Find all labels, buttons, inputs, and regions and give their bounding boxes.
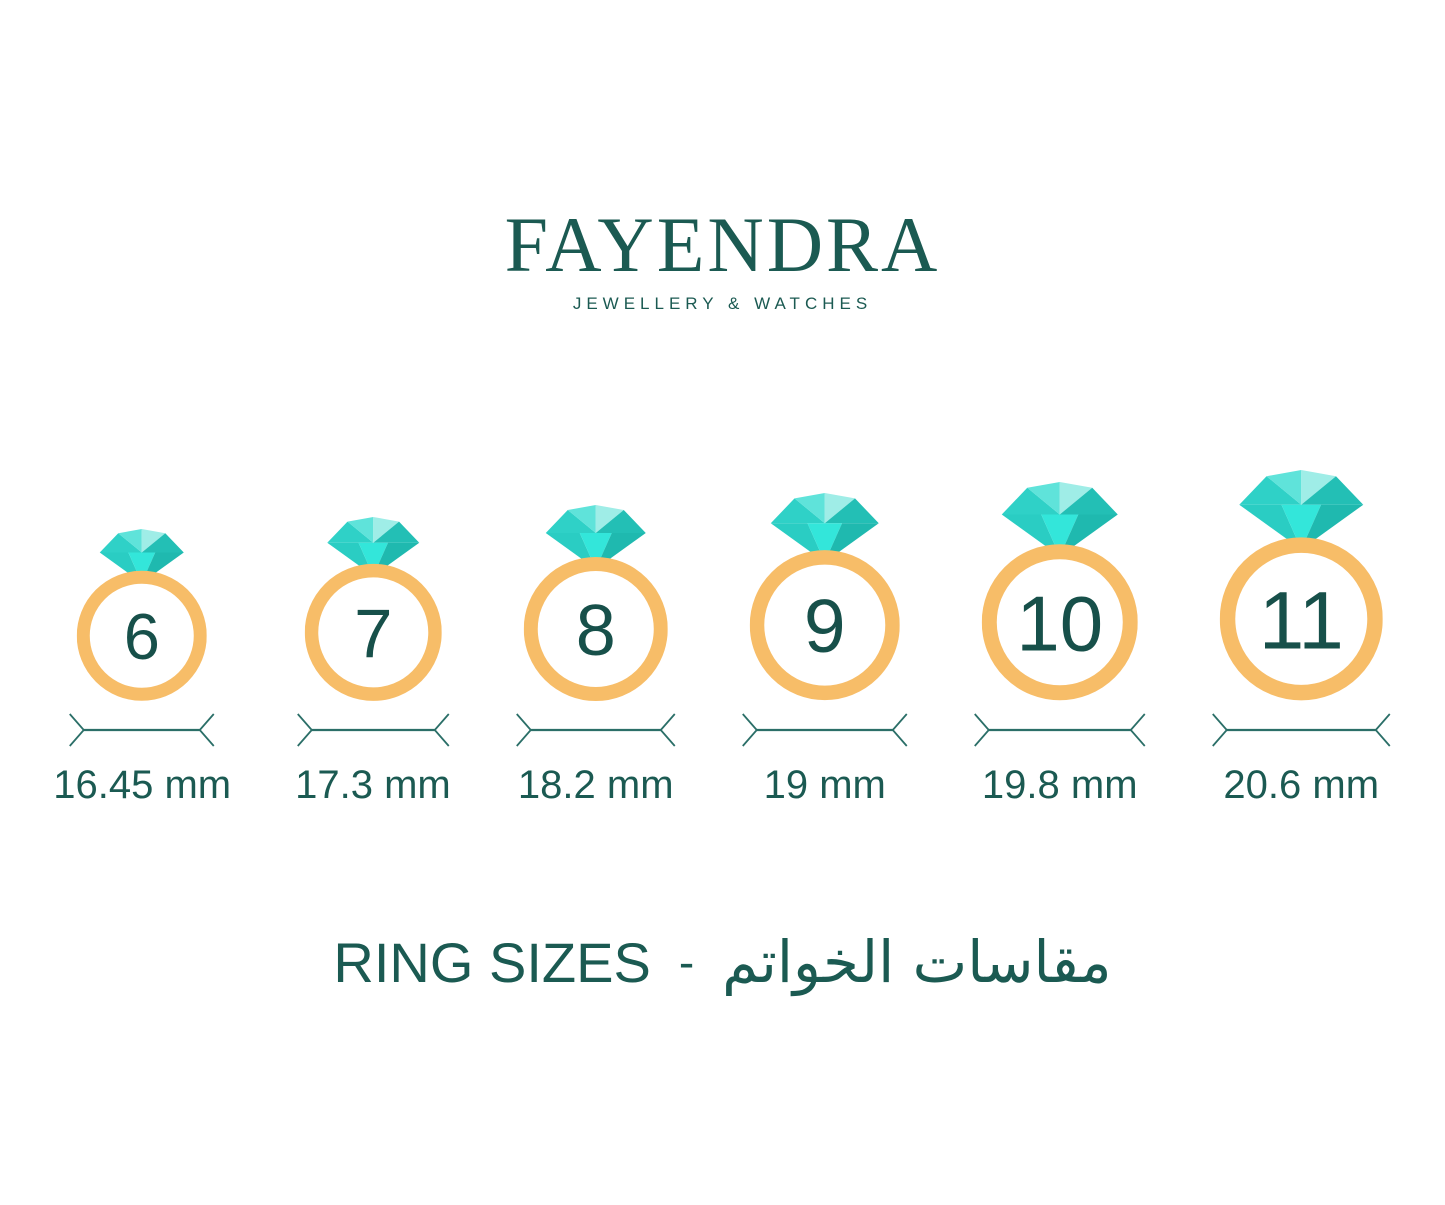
ring-item: 7 17.3 mm: [295, 517, 451, 809]
brand-tagline: JEWELLERY & WATCHES: [572, 294, 873, 313]
rings-row: 6 16.45 mm 7 17.3: [53, 470, 1391, 809]
ring-band: [304, 563, 442, 701]
diameter-dimension-line: [1212, 713, 1391, 747]
diameter-label: 16.45 mm: [53, 763, 232, 807]
ring-graphic: 11: [1219, 470, 1383, 701]
gem-icon: [326, 517, 419, 576]
diameter-label: 19.8 mm: [981, 763, 1138, 807]
diameter-label: 20.6 mm: [1223, 763, 1380, 807]
diameter-label: 19 mm: [763, 763, 886, 807]
ring-graphic: 8: [523, 505, 668, 701]
ring-band: [981, 544, 1138, 701]
brand-logo-text: FAYENDRA: [504, 201, 941, 288]
chart-title-en: RING SIZES: [333, 930, 651, 994]
ring-item: 10 19.8 mm: [973, 482, 1147, 809]
ring-item: 11 20.6 mm: [1211, 470, 1392, 809]
ring-item: 9 19 mm: [741, 493, 909, 809]
ring-item: 6 16.45 mm: [53, 529, 231, 809]
diameter-dimension-line: [974, 713, 1146, 747]
chart-title-ar: مقاسات الخواتم: [722, 928, 1112, 996]
ring-band: [749, 550, 900, 701]
ring-size-number: 6: [124, 600, 160, 673]
chart-title: RING SIZES - مقاسات الخواتم: [0, 928, 1445, 996]
ring-graphic: 7: [304, 517, 442, 701]
ring-item: 8 18.2 mm: [515, 505, 677, 809]
diameter-dimension-line: [742, 713, 908, 747]
ring-size-number: 9: [804, 584, 846, 668]
ring-graphic: 9: [749, 493, 900, 701]
diameter-dimension-line: [296, 713, 450, 747]
ring-graphic: 10: [981, 482, 1138, 701]
ring-size-number: 11: [1259, 575, 1344, 666]
ring-band: [77, 570, 208, 701]
chart-title-separator: -: [678, 936, 695, 988]
ring-size-number: 8: [576, 591, 616, 671]
diameter-dimension-line: [69, 713, 215, 747]
ring-size-number: 10: [1016, 579, 1103, 667]
gem-icon: [770, 493, 879, 563]
diameter-label: 17.3 mm: [295, 763, 451, 807]
diameter-label: 18.2 mm: [517, 763, 674, 807]
gem-icon: [100, 529, 185, 583]
brand-header: FAYENDRA JEWELLERY & WATCHES: [0, 206, 1445, 314]
ring-graphic: 6: [77, 529, 208, 701]
ring-band: [1219, 537, 1383, 701]
ring-size-number: 7: [354, 595, 392, 672]
diameter-dimension-line: [516, 713, 676, 747]
ring-band: [523, 557, 668, 701]
